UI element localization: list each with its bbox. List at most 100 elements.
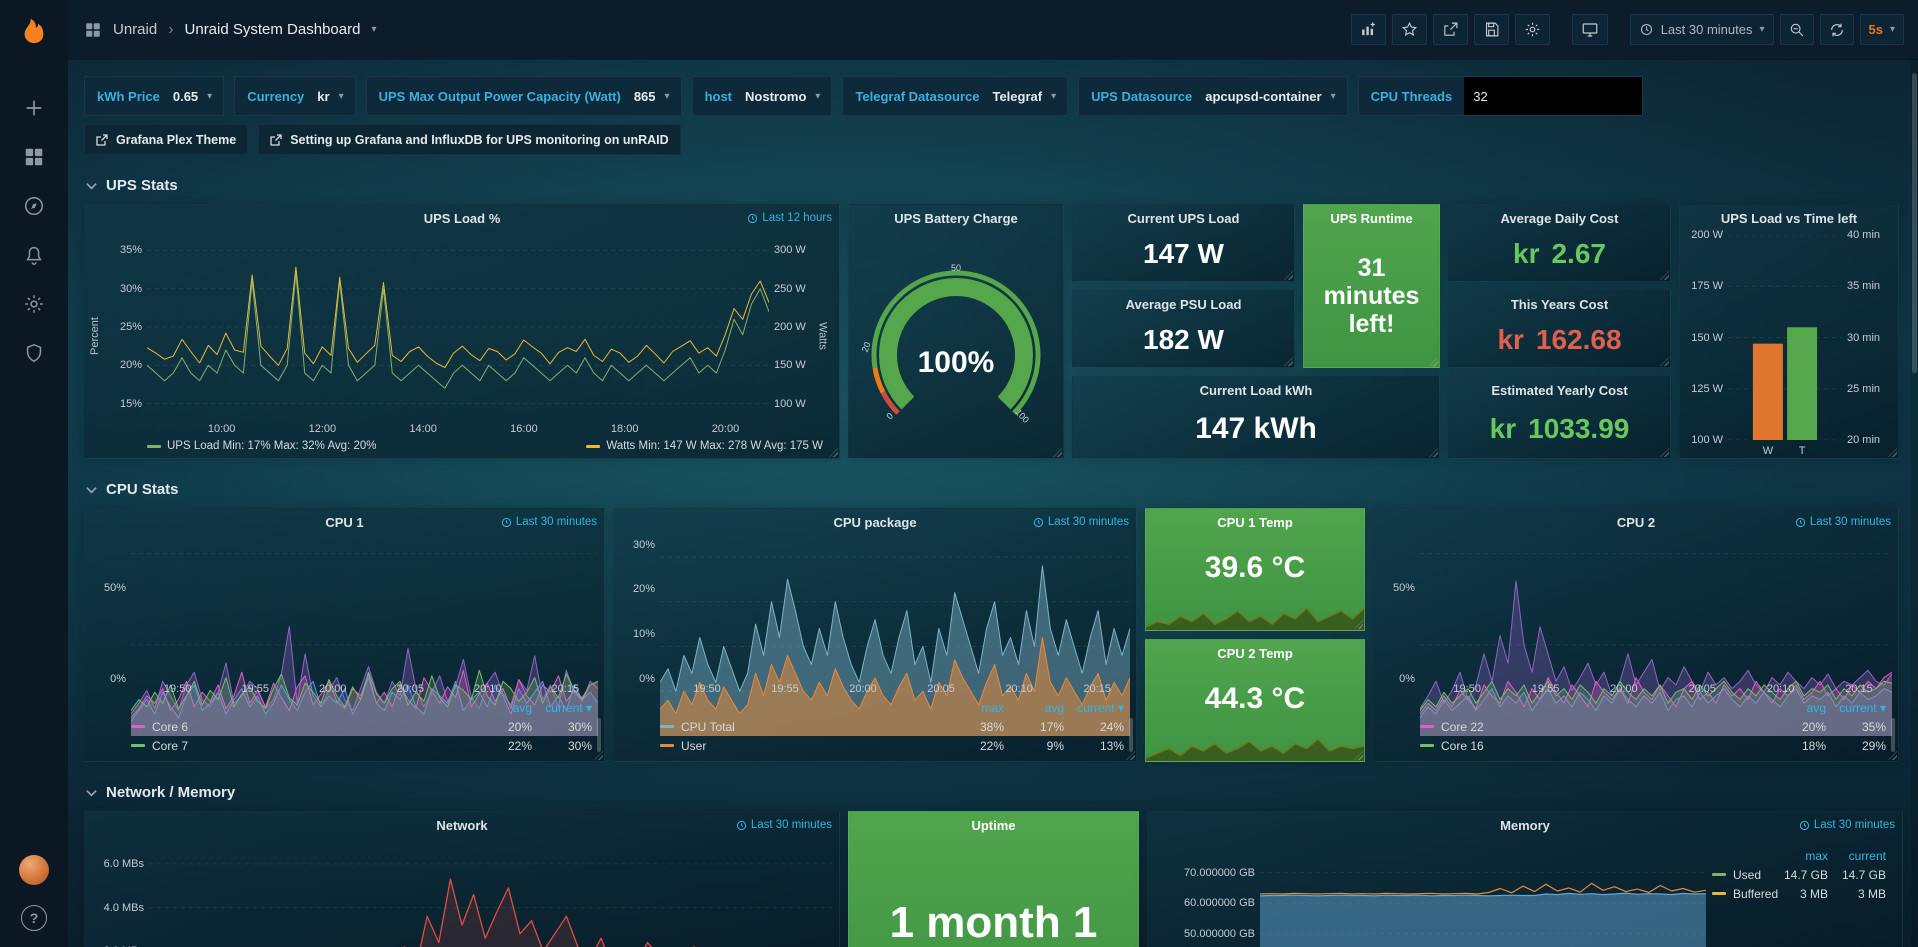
ups-load-chart[interactable]: 10:00 12:00 14:00 16:00 18:00 20:00 [147, 235, 769, 436]
panel-title[interactable]: Memory [1500, 817, 1550, 833]
legend-row[interactable]: Core 16 18% 29% [1420, 736, 1886, 755]
page-scrollbar[interactable] [1911, 59, 1918, 947]
save-button[interactable] [1473, 14, 1509, 45]
row-header-network-memory[interactable]: Network / Memory [86, 784, 1901, 801]
battery-charge-gauge[interactable]: 0 20 50 100 100% [849, 231, 1063, 458]
panel-title[interactable]: Estimated Yearly Cost [1491, 382, 1628, 398]
panel-header[interactable]: CPU package Last 30 minutes [614, 509, 1136, 535]
panel-header[interactable]: UPS Load vs Time left [1680, 205, 1898, 231]
add-panel-button[interactable] [1350, 14, 1386, 45]
scrollbar-thumb[interactable] [1912, 73, 1917, 373]
legend-item[interactable]: Watts Min: 147 W Max: 278 W Avg: 175 W [586, 440, 823, 452]
panel-header[interactable]: This Years Cost [1449, 291, 1670, 317]
breadcrumb-current[interactable]: Unraid System Dashboard [184, 21, 361, 38]
breadcrumb-root[interactable]: Unraid [113, 21, 158, 38]
sidebar-explore-button[interactable] [23, 195, 45, 217]
variable-telegraf-datasource[interactable]: Telegraf Datasource Telegraf ▾ [842, 76, 1069, 116]
sidebar-admin-button[interactable] [23, 342, 45, 364]
legend-sort-avg[interactable]: avg [1806, 700, 1826, 715]
panel-title[interactable]: UPS Load % [423, 210, 501, 226]
panel-title[interactable]: CPU 1 [325, 514, 364, 530]
panel-header[interactable]: UPS Runtime [1304, 205, 1439, 231]
panel-time-badge[interactable]: Last 30 minutes [501, 516, 597, 528]
panel-header[interactable]: Estimated Yearly Cost [1449, 377, 1670, 403]
legend-sort-current[interactable]: current ▾ [1839, 700, 1886, 715]
legend-sort-avg[interactable]: avg [512, 700, 532, 715]
legend-series-name[interactable]: Core 7 [131, 739, 472, 753]
cpu1-chart[interactable]: 19:50 19:55 20:00 20:05 20:10 20:15 [131, 539, 598, 736]
cpu2-chart[interactable]: 19:50 19:55 20:00 20:05 20:10 20:15 [1420, 539, 1892, 736]
panel-header[interactable]: CPU 1 Last 30 minutes [85, 509, 604, 535]
legend-row[interactable]: Core 7 22% 30% [131, 736, 592, 755]
panel-title[interactable]: CPU 1 Temp [1217, 514, 1293, 530]
variable-value[interactable]: 865 ▾ [633, 88, 670, 104]
legend-series-name[interactable]: Used [1712, 868, 1770, 882]
dashboard-link-grafana-plex-theme[interactable]: Grafana Plex Theme [84, 124, 249, 155]
legend-sort-current[interactable]: current [1848, 848, 1886, 863]
panel-title[interactable]: Current Load kWh [1199, 382, 1313, 398]
panel-title[interactable]: CPU 2 [1616, 514, 1656, 530]
legend-sort-max[interactable]: max [1805, 848, 1828, 863]
variable-ups-datasource[interactable]: UPS Datasource apcupsd-container ▾ [1078, 76, 1348, 116]
panel-time-badge[interactable]: Last 30 minutes [736, 819, 832, 831]
legend-sort-current[interactable]: current ▾ [1077, 700, 1124, 715]
legend-row[interactable]: Core 22 20% 35% [1420, 717, 1886, 736]
variable-cpu-threads[interactable]: CPU Threads [1357, 76, 1644, 116]
variable-input-cpu-threads[interactable] [1464, 77, 1643, 115]
panel-header[interactable]: Network Last 30 minutes [85, 812, 839, 838]
legend-scrollbar[interactable] [597, 718, 601, 752]
panel-title[interactable]: Network [436, 817, 488, 833]
legend-series-name[interactable]: Core 22 [1420, 720, 1766, 734]
refresh-button[interactable] [1819, 14, 1854, 45]
variable-value[interactable]: Nostromo ▾ [745, 88, 821, 104]
sidebar-configuration-button[interactable] [23, 293, 45, 315]
panel-header[interactable]: CPU 1 Temp [1146, 509, 1364, 535]
row-header-ups-stats[interactable]: UPS Stats [86, 177, 1901, 194]
legend-sort-avg[interactable]: avg [1044, 700, 1064, 715]
variable-value[interactable]: kr ▾ [317, 88, 344, 104]
panel-title[interactable]: CPU 2 Temp [1217, 645, 1293, 661]
star-button[interactable] [1391, 14, 1427, 45]
panel-title[interactable]: UPS Runtime [1330, 210, 1413, 226]
panel-header[interactable]: Current UPS Load [1073, 205, 1294, 231]
dashboard-link-setting-up-grafana-and-influxdb-for-ups-monitoring-on-unraid[interactable]: Setting up Grafana and InfluxDB for UPS … [258, 124, 681, 155]
share-button[interactable] [1432, 14, 1468, 45]
variable-kwh-price[interactable]: kWh Price 0.65 ▾ [84, 76, 225, 116]
dashboard-settings-button[interactable] [1514, 14, 1550, 45]
legend-series-name[interactable]: CPU Total [660, 720, 944, 734]
panel-title[interactable]: UPS Battery Charge [894, 210, 1018, 226]
zoom-out-button[interactable] [1779, 14, 1814, 45]
legend-row[interactable]: CPU Total 38% 17% 24% [660, 717, 1124, 736]
panel-header[interactable]: Uptime [849, 812, 1138, 838]
legend-series-name[interactable]: Buffered [1712, 887, 1778, 901]
panel-time-badge[interactable]: Last 30 minutes [1795, 516, 1891, 528]
variable-value[interactable]: 0.65 ▾ [172, 88, 213, 104]
panel-time-badge[interactable]: Last 30 minutes [1033, 516, 1129, 528]
variable-ups-max-output-power-capacity-watt[interactable]: UPS Max Output Power Capacity (Watt) 865 ▾ [365, 76, 682, 116]
panel-header[interactable]: Current Load kWh [1073, 377, 1439, 403]
panel-header[interactable]: UPS Battery Charge [849, 205, 1063, 231]
panel-title[interactable]: Average PSU Load [1125, 296, 1242, 312]
panel-title[interactable]: Current UPS Load [1127, 210, 1240, 226]
sidebar-alerting-button[interactable] [23, 244, 45, 266]
panel-title[interactable]: Uptime [971, 817, 1016, 833]
chevron-down-icon[interactable]: ▾ [371, 24, 377, 35]
variable-value[interactable]: Telegraf ▾ [992, 88, 1057, 104]
legend-series-name[interactable]: Core 16 [1420, 739, 1766, 753]
legend-sort-current[interactable]: current ▾ [545, 700, 592, 715]
panel-header[interactable]: Average PSU Load [1073, 291, 1294, 317]
variable-value[interactable]: apcupsd-container ▾ [1205, 88, 1336, 104]
sidebar-create-button[interactable] [23, 97, 45, 119]
cycle-view-mode-button[interactable] [1571, 14, 1608, 45]
legend-series-name[interactable]: Core 6 [131, 720, 472, 734]
variable-host[interactable]: host Nostromo ▾ [691, 76, 833, 116]
time-range-picker[interactable]: Last 30 minutes ▾ [1629, 14, 1774, 45]
panel-title[interactable]: UPS Load vs Time left [1720, 210, 1858, 226]
legend-row[interactable]: User 22% 9% 13% [660, 736, 1124, 755]
help-button[interactable]: ? [21, 905, 47, 931]
refresh-interval-dropdown[interactable]: 5s ▾ [1859, 14, 1904, 45]
panel-header[interactable]: CPU 2 Temp [1146, 640, 1364, 666]
